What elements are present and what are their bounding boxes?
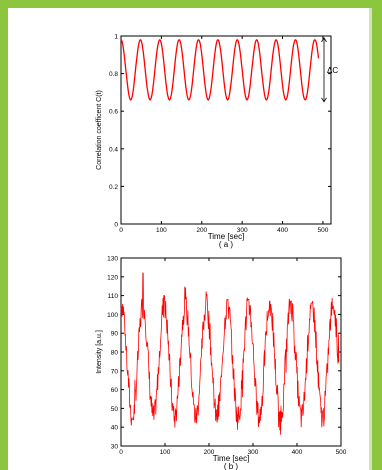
series-line [120,38,320,101]
x-tick-label: 100 [156,227,167,234]
x-tick-label: 0 [119,227,123,234]
y-tick-label: 60 [111,387,119,394]
delta-c-label: ΔC [327,66,338,75]
y-tick-label: 40 [111,425,119,432]
y-tick-label: 0.4 [109,146,118,153]
y-tick-label: 70 [111,368,119,375]
y-tick-label: 0.8 [109,71,118,78]
y-tick-label: 100 [107,312,118,319]
x-tick-label: 500 [317,227,328,234]
x-tick-label: 200 [204,449,215,456]
y-tick-label: 120 [107,274,118,281]
x-tick-label: 500 [336,449,347,456]
x-tick-label: 400 [292,449,303,456]
y-tick-label: 90 [111,331,119,338]
y-axis-label: Correlation coefficent C(t) [96,90,103,170]
x-tick-label: 300 [237,227,248,234]
chart-a: 0 0.2 0.4 0.6 0.8 1 0 100 200 300 400 500 Time [sec]… [96,34,338,250]
delta-c-arrowhead-top [321,37,327,43]
y-axis-label: Intensity [a.u.] [96,330,103,374]
y-tick-label: 80 [111,350,119,357]
plot-area [120,35,332,225]
x-axis-label: Time [sec] [208,232,245,241]
y-tick-label: 0.2 [109,184,118,191]
x-axis-label: Time [sec] [213,454,250,463]
y-tick-label: 0 [114,222,118,229]
y-tick-label: 0.6 [109,109,118,116]
x-tick-label: 400 [277,227,288,234]
x-tick-label: 100 [160,449,171,456]
panel-label: ( a ) [219,240,234,249]
y-tick-label: 110 [108,293,119,300]
delta-c-arrowhead-bottom [321,97,327,103]
y-tick-label: 50 [111,406,119,413]
figure-panel: 0 0.2 0.4 0.6 0.8 1 0 100 200 300 400 500 Time [sec]… [8,8,372,470]
series-line [120,272,340,435]
y-tick-label: 30 [111,444,119,451]
y-tick-label: 1 [114,34,118,41]
panel-label: ( b ) [224,462,239,470]
x-tick-label: 0 [119,449,123,456]
y-tick-label: 130 [107,256,118,263]
x-tick-label: 200 [196,227,207,234]
plot-area [120,257,342,447]
x-tick-label: 300 [248,449,259,456]
chart-b: 30 40 50 60 70 80 90 100 110 120 130 0 100 200 300 400 5… [96,256,347,470]
